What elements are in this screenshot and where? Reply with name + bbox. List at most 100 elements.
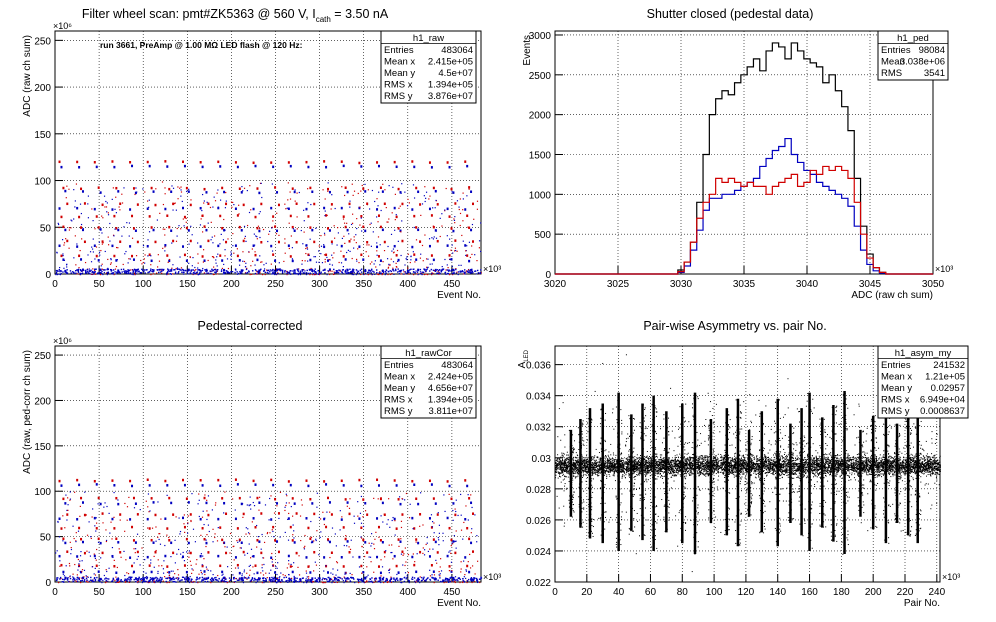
scatter-point bbox=[166, 273, 168, 276]
scatter-point bbox=[90, 576, 92, 579]
scatter-point bbox=[325, 214, 328, 217]
scatter-point bbox=[206, 201, 208, 203]
scatter-point bbox=[324, 214, 326, 217]
scatter-point bbox=[276, 229, 279, 233]
scatter-point bbox=[740, 458, 742, 460]
y-tick-label: 100 bbox=[34, 487, 51, 498]
scatter-point bbox=[162, 247, 164, 249]
scatter-point bbox=[181, 200, 183, 203]
scatter-point bbox=[277, 580, 279, 582]
scatter-point bbox=[362, 187, 365, 190]
scatter-point bbox=[426, 542, 428, 544]
scatter-point bbox=[374, 260, 376, 262]
scatter-point bbox=[438, 524, 441, 526]
scatter-point bbox=[140, 259, 142, 262]
scatter-point bbox=[156, 577, 158, 579]
scatter-point bbox=[243, 225, 246, 228]
scatter-point bbox=[125, 580, 127, 582]
scatter-point bbox=[567, 463, 569, 465]
scatter-point bbox=[392, 580, 394, 583]
scatter-point bbox=[398, 207, 400, 209]
scatter-point bbox=[474, 573, 476, 575]
scatter-point bbox=[274, 539, 277, 542]
scatter-point bbox=[181, 576, 184, 578]
y-tick-label: 150 bbox=[34, 130, 51, 141]
scatter-point bbox=[429, 195, 431, 197]
scatter-point bbox=[331, 254, 333, 256]
scatter-point bbox=[186, 551, 188, 553]
scatter-point bbox=[438, 271, 440, 274]
scatter-point bbox=[453, 579, 455, 581]
scatter-point bbox=[286, 272, 288, 275]
scatter-point bbox=[135, 548, 137, 550]
x-tick-label: 3020 bbox=[544, 279, 567, 290]
scatter-point bbox=[432, 186, 435, 190]
scatter-point bbox=[386, 523, 388, 525]
scatter-point bbox=[273, 576, 276, 579]
scatter-point bbox=[345, 577, 347, 580]
scatter-point bbox=[463, 580, 465, 582]
scatter-point bbox=[448, 526, 451, 530]
scatter-point bbox=[446, 579, 449, 581]
scatter-point bbox=[105, 272, 108, 274]
scatter-point bbox=[252, 555, 255, 558]
scatter-point bbox=[94, 228, 96, 230]
scatter-point bbox=[71, 220, 73, 222]
scatter-point bbox=[842, 473, 844, 475]
scatter-point bbox=[221, 259, 224, 262]
scatter-point bbox=[614, 460, 616, 462]
scatter-point bbox=[58, 517, 61, 521]
scatter-point bbox=[199, 479, 202, 482]
scatter-point bbox=[261, 581, 263, 584]
scatter-point bbox=[314, 577, 316, 579]
scatter-point bbox=[362, 579, 364, 581]
scatter-point bbox=[721, 457, 723, 459]
scatter-point bbox=[369, 270, 372, 272]
scatter-point bbox=[375, 578, 378, 580]
scatter-point bbox=[105, 200, 107, 203]
scatter-point bbox=[185, 269, 187, 272]
scatter-point bbox=[124, 574, 126, 577]
scatter-point bbox=[152, 271, 154, 273]
scatter-point bbox=[425, 258, 428, 260]
scatter-point bbox=[379, 580, 381, 582]
scatter-point bbox=[184, 577, 186, 579]
scatter-point bbox=[432, 497, 435, 500]
scatter-point bbox=[187, 522, 189, 524]
scatter-point bbox=[309, 258, 312, 262]
scatter-point bbox=[902, 459, 904, 461]
scatter-point bbox=[95, 254, 98, 258]
scatter-point bbox=[305, 245, 307, 247]
scatter-point bbox=[168, 258, 171, 261]
scatter-point bbox=[270, 579, 272, 581]
scatter-point bbox=[593, 457, 595, 459]
scatter-point bbox=[272, 215, 275, 218]
scatter-point bbox=[58, 268, 60, 271]
scatter-point bbox=[837, 463, 839, 465]
scatter-point bbox=[657, 471, 659, 473]
scatter-point bbox=[212, 242, 214, 244]
scatter-point bbox=[281, 269, 284, 272]
scatter-point bbox=[150, 259, 153, 263]
scatter-point bbox=[474, 254, 476, 256]
x-tick-label: 300 bbox=[311, 587, 328, 598]
scatter-point bbox=[313, 550, 316, 554]
scatter-point bbox=[81, 501, 84, 504]
y-axis-label: ADC (raw ch sum) bbox=[22, 35, 33, 117]
scatter-point bbox=[307, 580, 309, 582]
scatter-point bbox=[91, 270, 94, 273]
scatter-point bbox=[444, 209, 446, 211]
scatter-point bbox=[200, 534, 202, 536]
scatter-point bbox=[452, 191, 455, 194]
scatter-point bbox=[348, 546, 350, 548]
scatter-point bbox=[175, 516, 177, 518]
scatter-point bbox=[246, 267, 248, 270]
scatter-point bbox=[309, 186, 312, 190]
scatter-point bbox=[387, 221, 389, 223]
scatter-point bbox=[578, 471, 580, 473]
scatter-point bbox=[462, 580, 464, 583]
scatter-point bbox=[314, 580, 316, 582]
scatter-point bbox=[159, 543, 162, 545]
scatter-point bbox=[428, 244, 431, 248]
scatter-point bbox=[339, 270, 341, 272]
